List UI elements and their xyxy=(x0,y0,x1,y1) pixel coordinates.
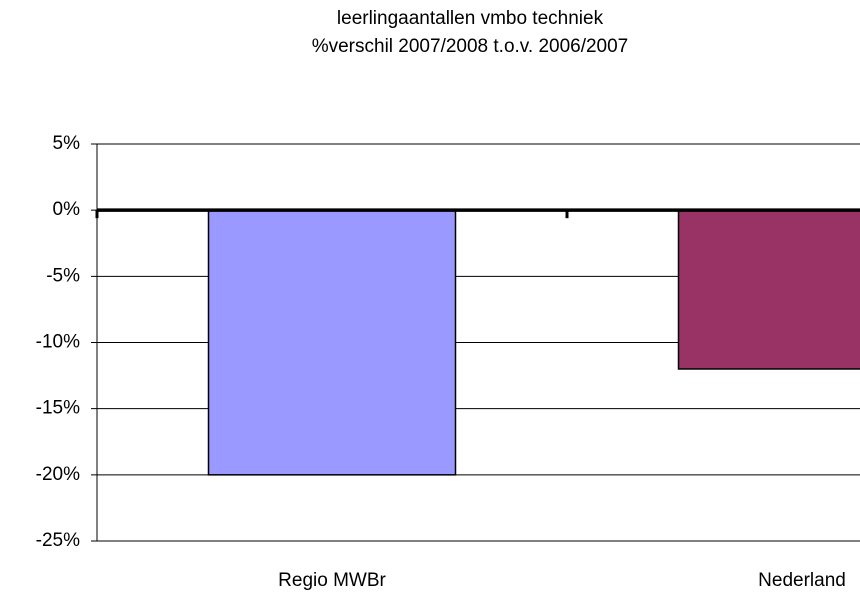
bar xyxy=(207,209,457,476)
y-tick-label: -20% xyxy=(36,464,80,485)
y-tick-label: -5% xyxy=(46,265,80,286)
y-tick-label: -10% xyxy=(36,332,80,353)
x-tick-label: Regio MWBr xyxy=(278,570,386,591)
y-tick-label: -25% xyxy=(36,530,80,551)
chart-title: leerlingaantallen vmbo techniek xyxy=(337,8,604,29)
y-tick-label: 5% xyxy=(53,133,81,154)
y-tick-label: 0% xyxy=(53,199,81,220)
chart-subtitle: %verschil 2007/2008 t.o.v. 2006/2007 xyxy=(312,36,629,57)
x-tick-label: Nederland xyxy=(758,570,846,591)
y-tick-label: -15% xyxy=(36,398,80,419)
bar xyxy=(677,209,860,370)
